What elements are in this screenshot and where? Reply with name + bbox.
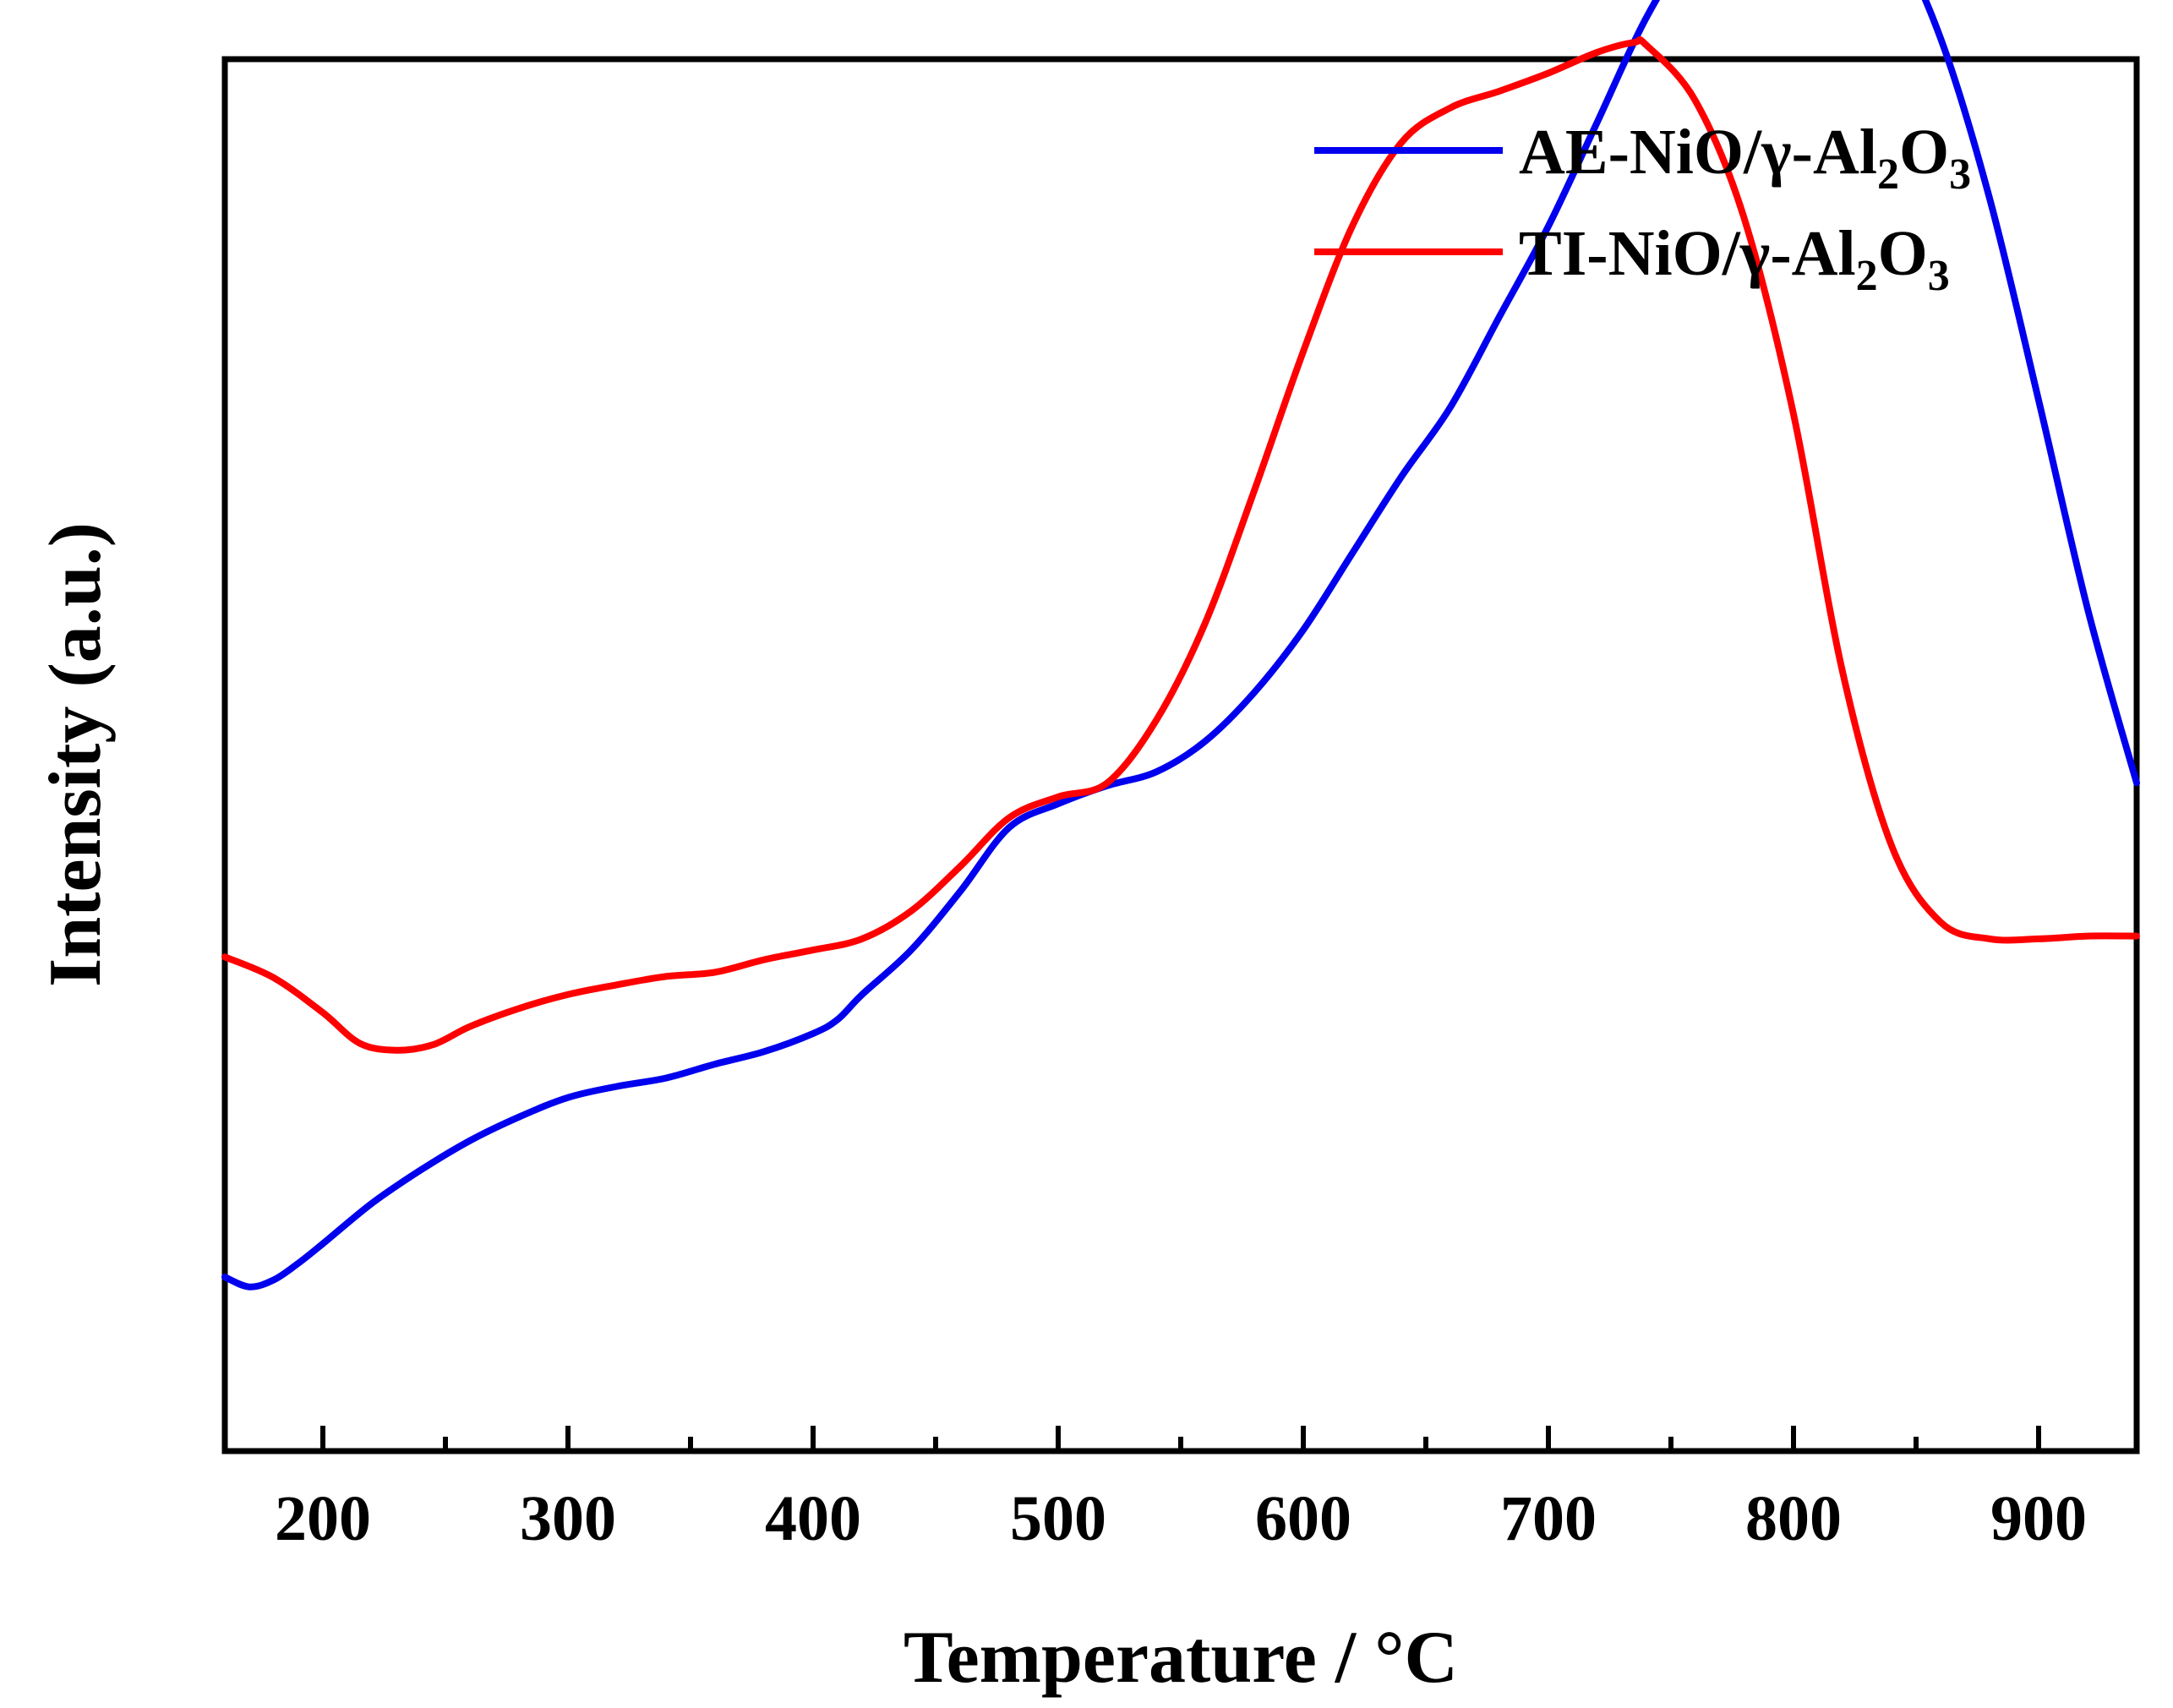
x-tick-label: 900 (1990, 1483, 2087, 1554)
x-tick-label: 500 (1010, 1483, 1106, 1554)
y-axis-title: Intensity (a.u.) (35, 522, 117, 987)
series-line-ti (221, 36, 2140, 1054)
series-lines (221, 0, 2140, 1291)
legend-label-ti: TI-NiO/γ-Al2O3 (1519, 218, 1950, 300)
legend: AE-NiO/γ-Al2O3 TI-NiO/γ-Al2O3 (1314, 117, 1971, 300)
x-axis-title: Temperature / °C (904, 1617, 1458, 1699)
x-tick-label: 400 (765, 1483, 861, 1554)
x-tick-label: 800 (1745, 1483, 1842, 1554)
x-axis-ticks (320, 1426, 2041, 1451)
x-tick-label: 700 (1500, 1483, 1597, 1554)
x-tick-label: 300 (520, 1483, 616, 1554)
series-line-ae (221, 0, 2140, 1291)
x-tick-label: 600 (1255, 1483, 1351, 1554)
x-tick-label: 200 (275, 1483, 371, 1554)
legend-label-ae: AE-NiO/γ-Al2O3 (1519, 117, 1971, 199)
x-axis-tick-labels: 200 300 400 500 600 700 800 900 (275, 1483, 2087, 1554)
